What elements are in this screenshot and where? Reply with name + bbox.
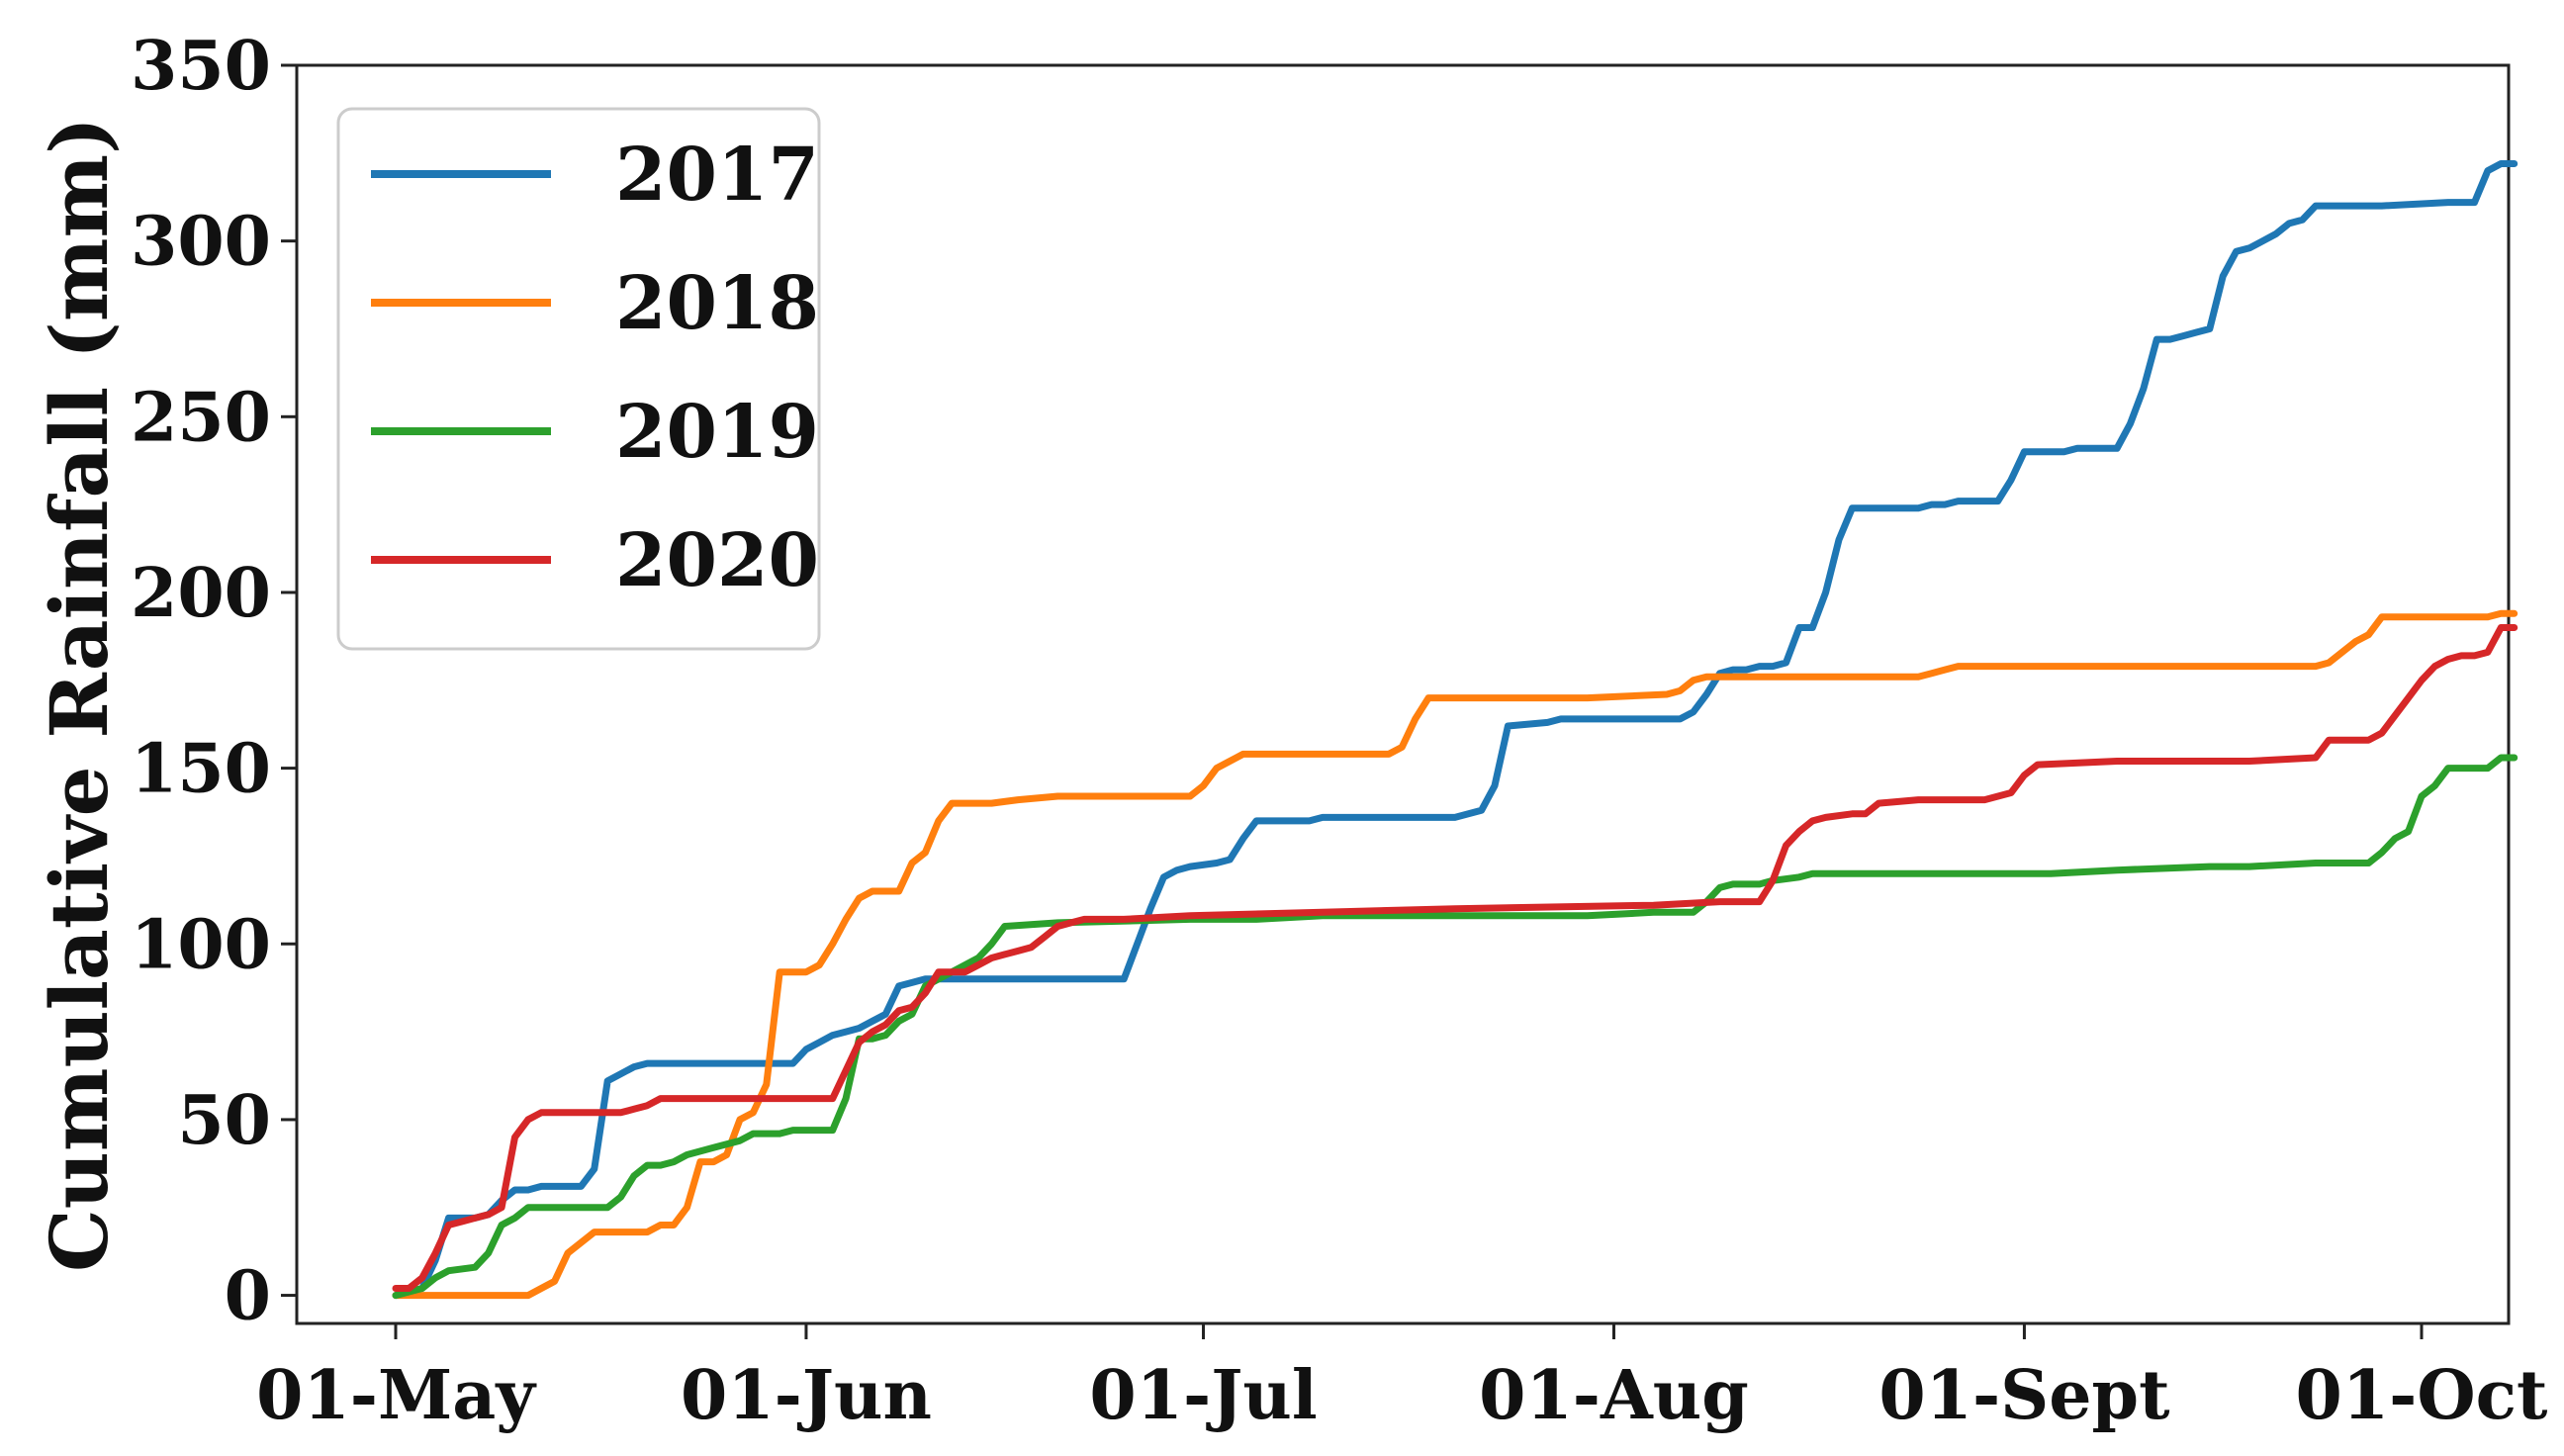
legend: 2017 2018 2019 2020 [336,107,821,651]
legend-label-2019: 2019 [615,390,819,475]
y-tick-label: 150 [131,730,271,809]
legend-label-2020: 2020 [615,518,819,603]
series-lines [392,160,2518,1300]
legend-label-2018: 2018 [615,261,819,346]
x-tick-label: 01-Jul [1089,1356,1317,1435]
legend-label-2017: 2017 [615,133,819,218]
x-tick-label: 01-Oct [2296,1356,2548,1435]
y-tick-label: 100 [131,905,271,984]
y-tick-label: 200 [131,554,271,633]
series-line-2019 [392,754,2518,1300]
y-tick-label: 250 [131,378,271,457]
series-line-2020 [392,624,2518,1292]
y-tick-label: 0 [225,1257,271,1336]
series-line-2018 [392,609,2518,1300]
y-tick-label: 350 [131,27,271,106]
y-tick-label: 50 [177,1081,271,1160]
x-tick-label: 01-Aug [1479,1356,1749,1435]
x-tick-label: 01-Jun [681,1356,932,1435]
x-tick-label: 01-Sept [1878,1356,2170,1435]
series-line-2017 [392,160,2518,1300]
y-axis: 0 50 100 150 200 250 300 350 [131,27,297,1336]
x-axis: 01-May 01-Jun 01-Jul 01-Aug 01-Sept 01-Oct [256,1323,2548,1435]
y-axis-title: Cumulative Rainfall (mm) [33,117,126,1272]
plot-area-frame [295,63,2511,1325]
legend-box [336,107,821,651]
y-tick-label: 300 [131,203,271,282]
x-tick-label: 01-May [256,1356,537,1435]
